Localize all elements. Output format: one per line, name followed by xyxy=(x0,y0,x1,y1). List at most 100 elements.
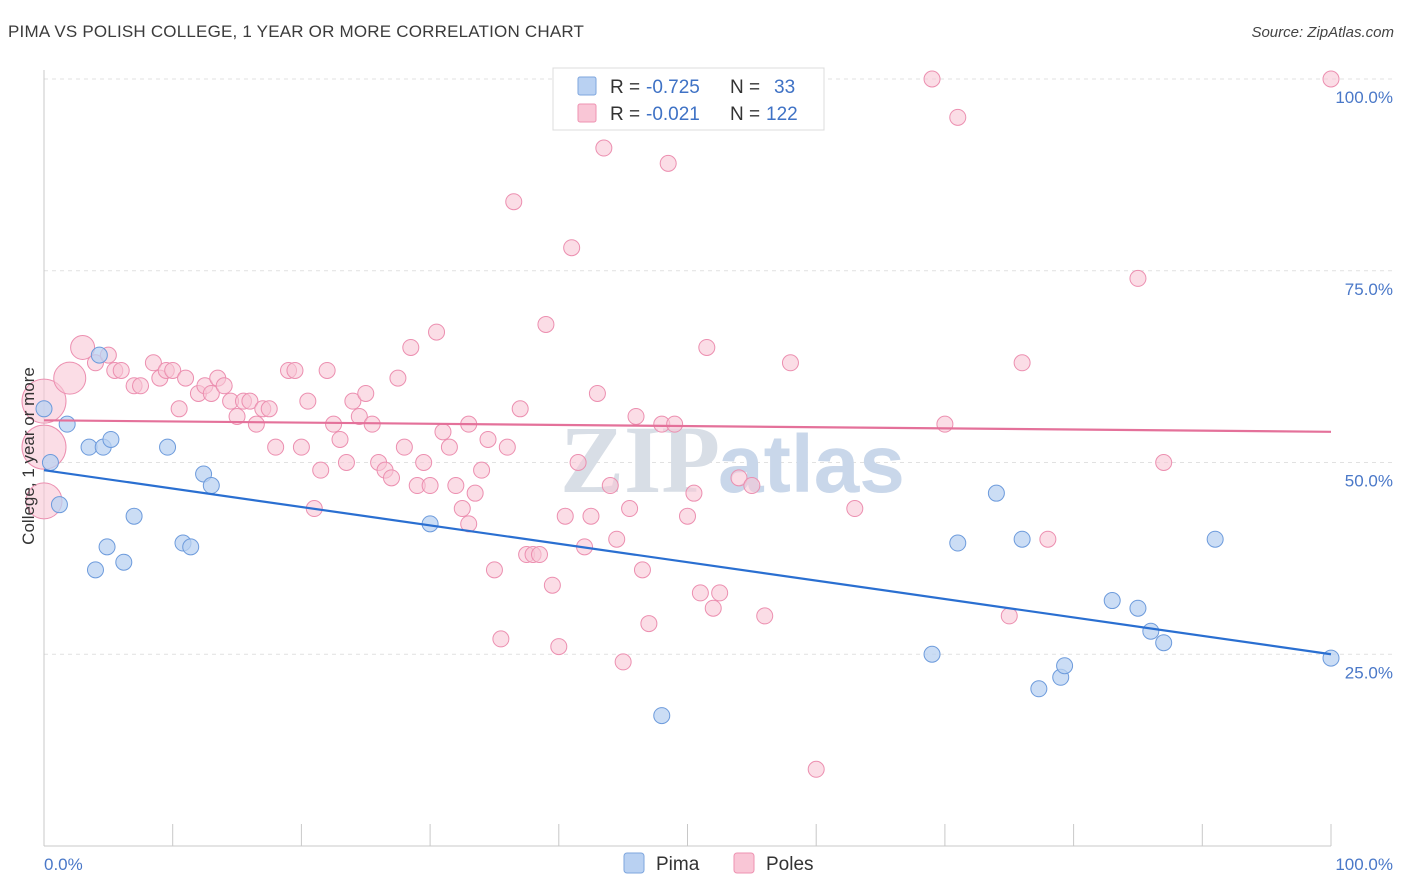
poles-point-74 xyxy=(563,239,581,257)
poles-point-108 xyxy=(1039,530,1057,548)
poles-point-82 xyxy=(614,653,632,671)
pima-point-16 xyxy=(202,477,220,495)
poles-point-97 xyxy=(730,469,748,487)
legend-pima-n-label: N = xyxy=(730,77,760,98)
legend-poles-swatch xyxy=(577,103,597,123)
poles-point-101 xyxy=(781,354,799,372)
poles-point-78 xyxy=(588,384,606,402)
poles-point-31 xyxy=(286,361,304,379)
poles-point-35 xyxy=(312,461,330,479)
poles-point-99 xyxy=(756,607,774,625)
poles-point-40 xyxy=(344,392,362,410)
x-tick-label-0: 0.0% xyxy=(44,855,83,874)
pima-point-12 xyxy=(159,438,177,456)
poles-point-26 xyxy=(247,415,265,433)
legend-box: R = -0.725 N = 33 R = -0.021 N = 122 xyxy=(552,67,825,131)
y-tick-label-75: 75.0% xyxy=(1345,280,1393,299)
poles-point-46 xyxy=(382,469,400,487)
y-tick-labels: 25.0% 50.0% 75.0% 100.0% xyxy=(1335,88,1393,682)
poles-point-69 xyxy=(530,546,548,564)
pima-point-27 xyxy=(1129,599,1147,617)
poles-point-95 xyxy=(704,599,722,617)
poles-point-90 xyxy=(666,415,684,433)
poles-point-42 xyxy=(357,384,375,402)
poles-point-49 xyxy=(402,338,420,356)
poles-point-79 xyxy=(595,139,613,157)
poles-point-3 xyxy=(53,361,87,395)
legend-pima-r-label: R = xyxy=(610,77,640,98)
bottom-legend-pima-label: Pima xyxy=(656,854,700,875)
pima-point-2 xyxy=(50,496,68,514)
poles-point-56 xyxy=(447,477,465,495)
poles-point-19 xyxy=(202,384,220,402)
pima-point-5 xyxy=(86,561,104,579)
poles-point-94 xyxy=(698,338,716,356)
poles-point-107 xyxy=(1013,354,1031,372)
chart-title: PIMA VS POLISH COLLEGE, 1 YEAR OR MORE C… xyxy=(8,22,585,41)
poles-point-77 xyxy=(582,507,600,525)
poles-point-53 xyxy=(428,323,446,341)
pima-point-18 xyxy=(653,707,671,725)
poles-point-93 xyxy=(691,584,709,602)
pima-point-9 xyxy=(102,430,120,448)
poles-point-84 xyxy=(627,407,645,425)
poles-point-54 xyxy=(434,423,452,441)
poles-point-61 xyxy=(479,430,497,448)
poles-point-59 xyxy=(466,484,484,502)
poles-point-4 xyxy=(70,334,96,360)
legend-frame xyxy=(552,67,825,131)
source-label: Source: ZipAtlas.com xyxy=(1251,24,1394,41)
legend-poles-r-label: R = xyxy=(610,104,640,125)
poles-point-62 xyxy=(485,561,503,579)
bottom-legend: Pima Poles xyxy=(623,852,814,875)
poles-point-16 xyxy=(177,369,195,387)
pima-point-8 xyxy=(98,538,116,556)
y-tick-label-100: 100.0% xyxy=(1335,88,1393,107)
pima-point-4 xyxy=(80,438,98,456)
poles-trend-line xyxy=(43,419,1332,433)
poles-point-98 xyxy=(743,477,761,495)
poles-point-37 xyxy=(325,415,343,433)
poles-point-73 xyxy=(556,507,574,525)
pima-point-20 xyxy=(949,534,967,552)
legend-pima-swatch xyxy=(577,76,597,96)
poles-point-21 xyxy=(215,377,233,395)
poles-point-92 xyxy=(685,484,703,502)
pima-point-14 xyxy=(182,538,200,556)
bottom-legend-pima-swatch xyxy=(623,852,645,874)
poles-point-102 xyxy=(846,500,864,518)
poles-point-55 xyxy=(440,438,458,456)
pima-trend-line xyxy=(43,469,1332,656)
poles-point-41 xyxy=(350,407,368,425)
poles-point-70 xyxy=(537,315,555,333)
poles-point-23 xyxy=(228,407,246,425)
pima-point-28 xyxy=(1142,622,1160,640)
x-ticks xyxy=(43,824,1332,846)
poles-point-33 xyxy=(299,392,317,410)
poles-point-96 xyxy=(711,584,729,602)
poles-point-39 xyxy=(337,454,355,471)
poles-point-25 xyxy=(241,392,259,410)
poles-point-57 xyxy=(453,500,471,518)
poles-point-51 xyxy=(415,454,433,471)
poles-point-104 xyxy=(936,415,954,433)
pima-point-23 xyxy=(1030,680,1048,698)
poles-point-103 xyxy=(923,70,941,88)
y-tick-label-50: 50.0% xyxy=(1345,472,1393,491)
poles-point-32 xyxy=(292,438,310,456)
poles-point-38 xyxy=(331,430,349,448)
poles-point-83 xyxy=(621,500,639,518)
poles-point-112 xyxy=(807,760,825,778)
pima-point-10 xyxy=(115,553,133,571)
poles-point-63 xyxy=(492,630,510,648)
poles-point-47 xyxy=(389,369,407,387)
poles-point-14 xyxy=(164,361,182,379)
poles-point-29 xyxy=(267,438,285,456)
poles-point-80 xyxy=(601,477,619,495)
poles-point-86 xyxy=(640,615,658,633)
poles-point-8 xyxy=(112,361,130,379)
pima-point-25 xyxy=(1056,657,1074,675)
pima-point-6 xyxy=(90,346,108,364)
poles-point-10 xyxy=(132,377,150,395)
